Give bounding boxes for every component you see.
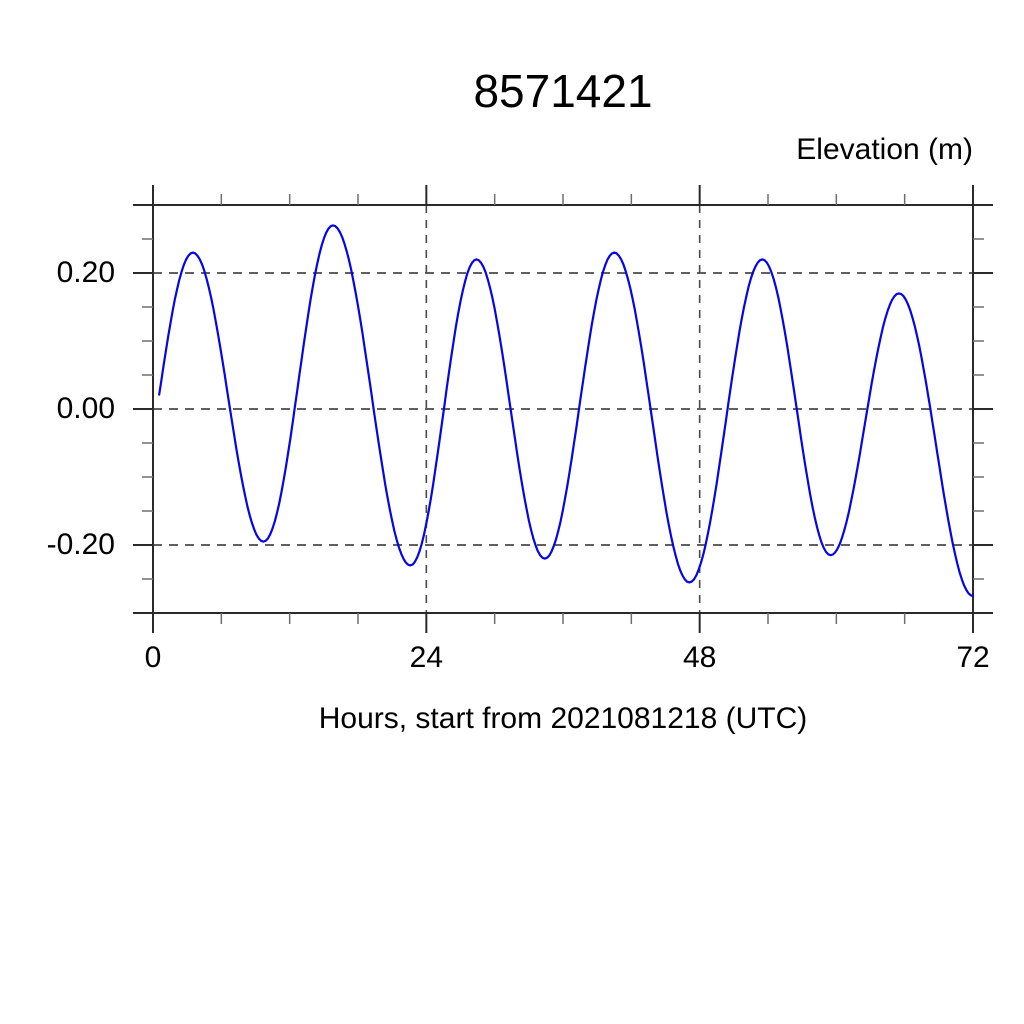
x-tick-label: 24 (409, 641, 444, 674)
chart-title: 8571421 (473, 65, 653, 117)
y-tick-label: 0.20 (56, 256, 115, 289)
tide-curve (158, 224, 975, 598)
y-axis-unit-label: Elevation (m) (796, 133, 973, 166)
x-tick-label: 0 (144, 641, 162, 674)
x-tick-label: 48 (682, 641, 717, 674)
y-tick-label: 0.00 (56, 392, 115, 425)
y-tick-label: -0.20 (46, 528, 115, 561)
x-tick-label: 72 (956, 641, 990, 674)
x-axis-label: Hours, start from 2021081218 (UTC) (318, 702, 808, 735)
